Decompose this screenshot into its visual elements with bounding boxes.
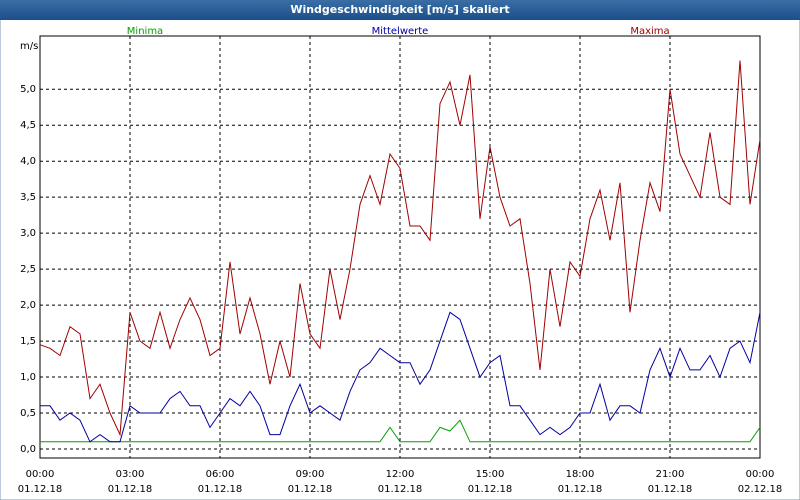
x-tick-date: 01.12.18 — [198, 484, 243, 495]
plot-border — [39, 35, 761, 459]
x-tick-label: 09:00 — [296, 469, 325, 480]
y-tick-label: 0,0 — [20, 444, 36, 455]
x-tick-label: 00:00 — [746, 469, 775, 480]
y-tick-label: 1,0 — [20, 372, 36, 383]
x-tick-date: 01.12.18 — [288, 484, 333, 495]
x-tick-date: 01.12.18 — [108, 484, 153, 495]
x-tick-label: 06:00 — [206, 469, 235, 480]
series-line — [40, 311, 761, 443]
series-line — [39, 60, 761, 437]
x-tick-label: 21:00 — [656, 469, 685, 480]
y-tick-label: 0,5 — [20, 408, 36, 419]
x-tick-date: 01.12.18 — [378, 484, 423, 495]
y-tick-label: 2,0 — [20, 300, 36, 311]
legend-entry: Mittelwerte — [372, 26, 429, 37]
y-tick-label: 1,5 — [20, 336, 36, 347]
x-tick-date: 01.12.18 — [18, 484, 63, 495]
chart-title: Windgeschwindigkeit [m/s] skaliert — [290, 3, 509, 16]
x-tick-date: 01.12.18 — [558, 484, 603, 495]
x-tick-label: 18:00 — [566, 469, 595, 480]
title-bar — [0, 0, 800, 20]
y-tick-label: 4,0 — [20, 156, 36, 167]
y-tick-label: 5,0 — [20, 84, 36, 95]
legend-entry: Minima — [127, 26, 163, 37]
legend-entry: Maxima — [630, 26, 669, 37]
y-tick-label: 3,5 — [20, 192, 36, 203]
y-tick-label: 3,0 — [20, 228, 36, 239]
x-tick-label: 12:00 — [386, 469, 415, 480]
y-tick-label: 2,5 — [20, 264, 36, 275]
x-tick-date: 01.12.18 — [468, 484, 513, 495]
x-tick-date: 01.12.18 — [648, 484, 693, 495]
x-tick-label: 03:00 — [116, 469, 145, 480]
x-tick-label: 00:00 — [26, 469, 55, 480]
x-tick-label: 15:00 — [476, 469, 505, 480]
series-line — [40, 419, 761, 443]
y-tick-label: 4,5 — [20, 120, 36, 131]
x-tick-date: 02.12.18 — [738, 484, 783, 495]
y-axis-label: m/s — [20, 41, 38, 52]
